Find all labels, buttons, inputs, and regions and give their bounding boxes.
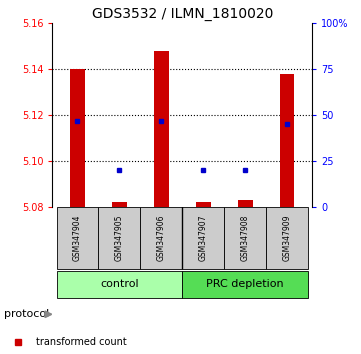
Bar <box>266 207 308 269</box>
Bar <box>280 74 295 207</box>
Bar <box>57 207 99 269</box>
Bar <box>112 202 127 207</box>
Text: GSM347907: GSM347907 <box>199 215 208 261</box>
Bar <box>154 51 169 207</box>
Bar <box>99 207 140 269</box>
Text: GSM347906: GSM347906 <box>157 215 166 261</box>
Bar <box>70 69 85 207</box>
Bar <box>57 270 182 298</box>
Text: control: control <box>100 279 139 289</box>
Bar <box>182 207 224 269</box>
Bar <box>238 200 253 207</box>
Text: PRC depletion: PRC depletion <box>206 279 284 289</box>
Text: GSM347905: GSM347905 <box>115 215 124 261</box>
Text: GSM347908: GSM347908 <box>241 215 250 261</box>
Bar <box>196 202 210 207</box>
Bar <box>182 270 308 298</box>
Bar <box>140 207 182 269</box>
Bar <box>224 207 266 269</box>
Title: GDS3532 / ILMN_1810020: GDS3532 / ILMN_1810020 <box>92 7 273 21</box>
Text: protocol: protocol <box>4 309 49 319</box>
Text: GSM347909: GSM347909 <box>283 215 292 261</box>
Text: transformed count: transformed count <box>36 337 127 347</box>
Text: GSM347904: GSM347904 <box>73 215 82 261</box>
